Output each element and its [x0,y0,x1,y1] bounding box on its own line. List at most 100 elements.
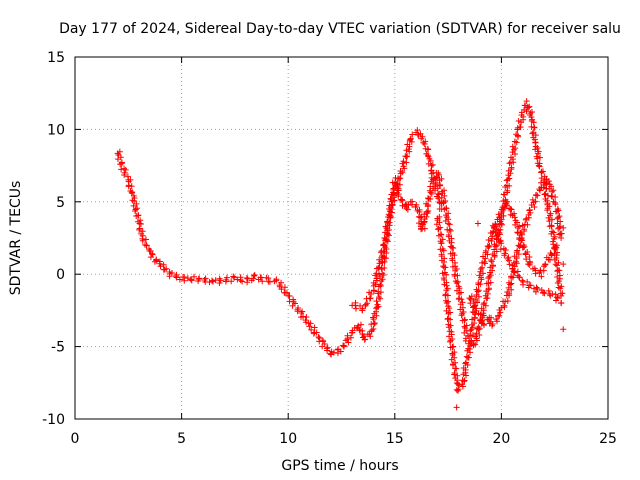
data-point [481,299,488,306]
data-point [512,221,519,228]
data-point [552,291,559,298]
data-point [502,298,509,305]
data-point [492,221,499,228]
data-point [504,298,511,305]
y-tick-label: 0 [56,267,65,283]
data-point [352,302,359,309]
data-point [430,176,437,183]
data-point [118,160,125,167]
data-point [498,221,505,228]
data-point [524,104,531,111]
data-point [368,327,375,334]
data-point [188,277,195,284]
data-point [436,213,443,220]
data-point [176,276,183,283]
data-point [133,212,140,219]
data-point [471,315,478,322]
data-point [534,285,541,292]
data-point [257,274,264,281]
data-point [362,301,369,308]
data-point [555,214,562,221]
data-point [552,201,559,208]
data-point [324,344,331,351]
data-point [489,263,496,270]
data-point [403,159,410,166]
data-point [414,127,421,134]
data-point [529,130,536,137]
data-point [498,212,505,219]
data-point [546,185,553,192]
data-point [451,252,458,259]
data-point [347,334,354,341]
data-point [480,322,487,329]
data-point [457,289,464,296]
data-point [371,310,378,317]
data-point [440,247,447,254]
data-point [541,290,548,297]
data-point [441,281,448,288]
data-point [508,206,515,213]
y-tick-label: 5 [56,195,65,211]
data-point [506,160,513,167]
data-point [545,214,552,221]
data-point [353,305,360,312]
data-point [445,210,452,217]
data-point [468,293,475,300]
data-point [379,254,386,261]
data-point [401,165,408,172]
data-point [403,153,410,160]
data-point [340,343,347,350]
data-point [454,272,461,279]
data-point [459,317,466,324]
data-point [151,258,158,265]
data-point [467,327,474,334]
data-point [508,286,515,293]
data-point [545,287,552,294]
data-point [513,255,520,262]
data-point [502,250,509,257]
data-point [503,189,510,196]
data-point [307,320,314,327]
data-point [449,352,456,359]
data-point [440,275,447,282]
data-point [552,261,559,268]
data-point [423,208,430,215]
data-point [449,244,456,251]
data-point [493,226,500,233]
data-point [545,178,552,185]
data-point [166,273,173,280]
data-point [377,289,384,296]
data-point [550,187,557,194]
data-point [453,365,460,372]
data-point [438,240,445,247]
x-tick-label: 20 [492,431,510,447]
data-point [453,266,460,273]
data-point [538,184,545,191]
data-point [497,246,504,253]
data-point [489,321,496,328]
data-point [508,273,515,280]
data-point [548,230,555,237]
data-point [340,342,347,349]
data-point [376,256,383,263]
x-tick-label: 10 [279,431,297,447]
data-point [555,284,562,291]
data-point [173,271,180,278]
data-point [421,215,428,222]
data-point [554,262,561,269]
data-point [501,304,508,311]
data-point [374,277,381,284]
data-point [265,275,272,282]
data-point [447,344,454,351]
data-point [359,307,366,314]
data-point [548,251,555,258]
series-dip-branch [433,198,560,394]
data-point [547,256,554,263]
data-point [506,292,513,299]
data-point [513,258,520,265]
data-point [251,272,258,279]
data-point [462,360,469,367]
data-point [520,281,527,288]
data-point [345,339,352,346]
data-point [419,133,426,140]
